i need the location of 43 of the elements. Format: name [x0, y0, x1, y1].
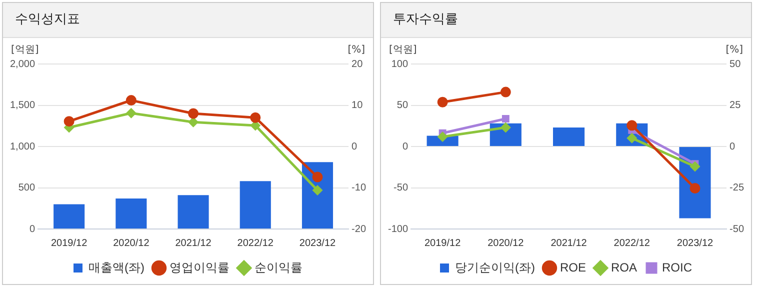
x-tick-label: 2023/12: [676, 238, 714, 249]
x-tick-label: 2022/12: [614, 238, 650, 249]
x-tick-label: 2023/12: [299, 238, 336, 249]
y2-tick-label: 10: [352, 100, 364, 111]
y2-axis-title: [%]: [726, 44, 744, 56]
y2-tick-label: 0: [730, 141, 736, 152]
y-tick-label: 100: [391, 58, 408, 70]
y-tick-label: -100: [388, 224, 408, 235]
y-tick-label: 500: [18, 182, 36, 194]
y2-tick-label: 50: [730, 58, 742, 70]
x-tick-label: 2021/12: [550, 238, 588, 249]
legend-label: 순이익률: [254, 260, 302, 274]
y-tick-label: 50: [396, 100, 408, 111]
y2-tick-label: 20: [352, 58, 364, 70]
y2-tick-label: -10: [352, 182, 366, 194]
y-tick-label: 0: [29, 224, 36, 235]
x-tick-label: 2020/12: [113, 238, 150, 249]
y2-tick-label: 0: [352, 141, 358, 152]
chart-title: 투자수익률: [381, 3, 751, 38]
legend-label: 영업이익률: [169, 260, 230, 274]
y2-tick-label: -50: [730, 224, 744, 235]
legend-label: ROA: [610, 260, 638, 274]
y2-axis-title: [%]: [348, 44, 366, 56]
y2-tick-label: -20: [352, 224, 366, 235]
legend-label: ROIC: [662, 260, 692, 274]
legend-label: 당기순이익(좌): [455, 260, 535, 274]
y-tick-label: -50: [394, 182, 408, 194]
y-tick-label: 1,000: [10, 141, 36, 152]
chart-title: 수익성지표: [3, 3, 373, 38]
x-tick-label: 2022/12: [237, 238, 274, 249]
x-tick-label: 2020/12: [488, 238, 524, 249]
y-tick-label: 1,500: [10, 100, 36, 111]
y2-tick-label: 25: [730, 100, 742, 111]
y-tick-label: 2,000: [10, 58, 36, 70]
y2-tick-label: -25: [730, 182, 744, 194]
x-tick-label: 2021/12: [175, 238, 212, 249]
legend-label: ROE: [560, 260, 586, 274]
y-axis-title: [억원]: [389, 44, 417, 56]
y-axis-title: [억원]: [11, 44, 39, 56]
legend-label: 매출액(좌): [88, 260, 145, 274]
x-tick-label: 2019/12: [51, 238, 88, 249]
x-tick-label: 2019/12: [424, 238, 462, 249]
y-tick-label: 0: [402, 141, 408, 152]
